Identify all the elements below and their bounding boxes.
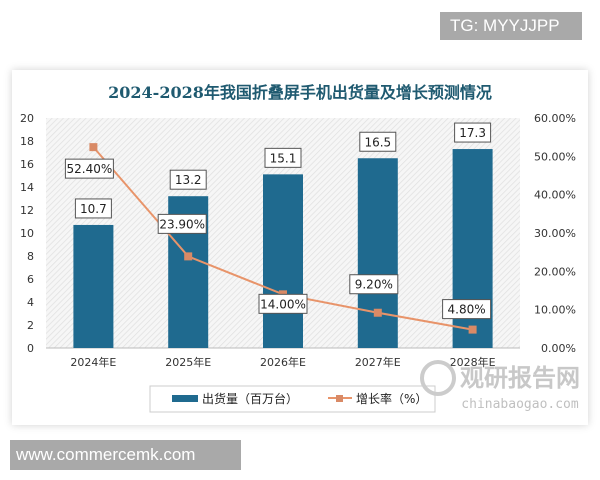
line-marker	[373, 308, 382, 317]
bar-label-box	[169, 169, 207, 190]
left-tick-label: 20	[20, 112, 34, 125]
right-tick-label: 20.00%	[534, 265, 576, 278]
line-data-label: 9.20%	[355, 278, 393, 292]
line-label-box	[258, 293, 308, 314]
left-tick-label: 18	[20, 135, 34, 148]
line-label-box	[442, 299, 492, 320]
line-data-label: 14.00%	[260, 297, 306, 311]
right-tick-label: 40.00%	[534, 189, 576, 202]
left-tick-label: 8	[27, 250, 34, 263]
line-data-label: 52.40%	[67, 162, 113, 176]
left-tick-label: 10	[20, 227, 34, 240]
bar-data-label: 16.5	[364, 135, 391, 149]
logo-cn: 观研报告网	[460, 364, 580, 392]
x-tick-label: 2025年E	[165, 355, 211, 369]
right-tick-label: 10.00%	[534, 304, 576, 317]
line-label-box	[64, 158, 114, 179]
x-tick-label: 2026年E	[260, 355, 306, 369]
bar-data-label: 17.3	[459, 126, 486, 140]
line-label-box	[349, 274, 399, 295]
right-tick-label: 60.00%	[534, 112, 576, 125]
left-tick-label: 0	[27, 342, 34, 355]
bar-label-box	[74, 198, 112, 219]
left-tick-label: 14	[20, 181, 34, 194]
logo: 观研报告网 chinabaogao.com	[420, 360, 580, 412]
x-tick-label: 2028年E	[450, 355, 496, 369]
legend-line-label: 增长率（%）	[356, 391, 427, 406]
bar-label-box	[359, 131, 397, 152]
right-tick-label: 0.00%	[541, 342, 576, 355]
line-data-label: 23.90%	[159, 217, 205, 231]
chart-title: 2024-2028年我国折叠屏手机出货量及增长预测情况	[108, 83, 492, 102]
watermark-bottom: www.commercemk.com	[10, 440, 241, 470]
line-label-box	[157, 213, 207, 234]
bar-data-label: 15.1	[270, 151, 297, 165]
x-tick-label: 2024年E	[70, 355, 116, 369]
line-data-label: 4.80%	[448, 303, 486, 317]
left-tick-label: 4	[27, 296, 34, 309]
bar	[73, 224, 114, 348]
legend-bar-swatch	[172, 395, 198, 402]
bar-data-label: 10.7	[80, 202, 107, 216]
line-marker	[468, 325, 477, 334]
logo-en: chinabaogao.com	[461, 397, 579, 412]
left-tick-label: 16	[20, 158, 34, 171]
bar-label-box	[264, 147, 302, 168]
watermark-top: TG: MYYJJPP	[440, 12, 582, 40]
left-tick-label: 12	[20, 204, 34, 217]
x-tick-label: 2027年E	[355, 355, 401, 369]
line-marker	[89, 143, 98, 152]
legend-bar-label: 出货量（百万台）	[202, 391, 298, 406]
bar-data-label: 13.2	[175, 173, 202, 187]
left-tick-label: 6	[27, 273, 34, 286]
right-tick-label: 30.00%	[534, 227, 576, 240]
bar-label-box	[454, 122, 492, 143]
bar	[263, 174, 303, 348]
bar	[357, 158, 398, 348]
line-marker	[184, 252, 193, 261]
legend-line-marker	[336, 395, 343, 402]
left-tick-label: 2	[27, 319, 34, 332]
right-tick-label: 50.00%	[534, 150, 576, 163]
